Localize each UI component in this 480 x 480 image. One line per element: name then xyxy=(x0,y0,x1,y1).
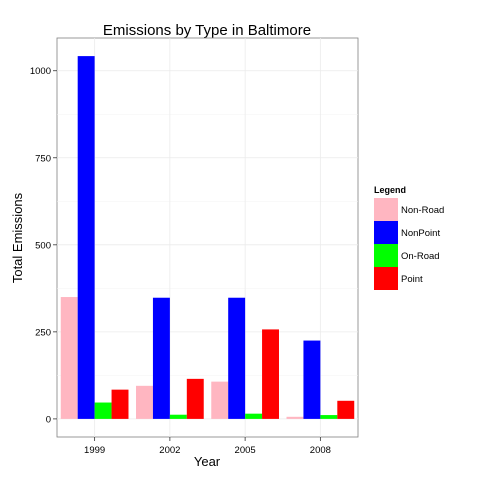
bar-point-2005 xyxy=(262,329,279,419)
chart-title: Emissions by Type in Baltimore xyxy=(103,22,311,39)
legend-key-non-road xyxy=(374,198,398,221)
bar-on-road-2005 xyxy=(245,413,263,419)
y-tick-label: 250 xyxy=(35,327,51,338)
bar-on-road-2002 xyxy=(169,414,187,419)
bar-non-road-2005 xyxy=(211,381,229,419)
bar-nonpoint-1999 xyxy=(77,56,95,419)
legend-key-on-road xyxy=(374,244,398,267)
y-axis: 0 250 500 750 1000 xyxy=(30,66,57,425)
y-axis-title: Total Emissions xyxy=(10,192,25,283)
x-tick-label: 2005 xyxy=(235,445,256,456)
bar-nonpoint-2005 xyxy=(228,297,246,419)
bar-nonpoint-2002 xyxy=(152,297,170,419)
legend-title: Legend xyxy=(374,185,406,195)
x-tick-label: 2002 xyxy=(159,445,180,456)
bar-on-road-1999 xyxy=(94,402,112,419)
bar-point-2002 xyxy=(186,378,204,419)
legend-key-point xyxy=(374,267,398,290)
legend: Legend Non-Road NonPoint On-Road Point xyxy=(374,185,444,290)
x-axis: 1999 2002 2005 2008 xyxy=(84,437,331,456)
bar-point-2008 xyxy=(337,400,355,419)
legend-label: On-Road xyxy=(401,251,440,262)
x-tick-label: 1999 xyxy=(84,445,105,456)
legend-key-nonpoint xyxy=(374,221,398,244)
bar-nonpoint-2008 xyxy=(303,340,321,419)
x-tick-label: 2008 xyxy=(310,445,331,456)
y-tick-label: 500 xyxy=(35,240,51,251)
bars xyxy=(60,56,355,419)
y-tick-label: 750 xyxy=(35,153,51,164)
bar-non-road-2008 xyxy=(286,416,304,419)
bar-non-road-2002 xyxy=(136,385,153,419)
bar-non-road-1999 xyxy=(60,297,78,419)
bar-on-road-2008 xyxy=(320,415,338,419)
y-tick-label: 1000 xyxy=(30,66,51,77)
legend-label: NonPoint xyxy=(401,228,440,239)
x-axis-title: Year xyxy=(194,454,221,469)
bar-point-1999 xyxy=(111,389,129,419)
y-tick-label: 0 xyxy=(46,414,51,425)
legend-label: Non-Road xyxy=(401,205,444,216)
legend-label: Point xyxy=(401,274,423,285)
